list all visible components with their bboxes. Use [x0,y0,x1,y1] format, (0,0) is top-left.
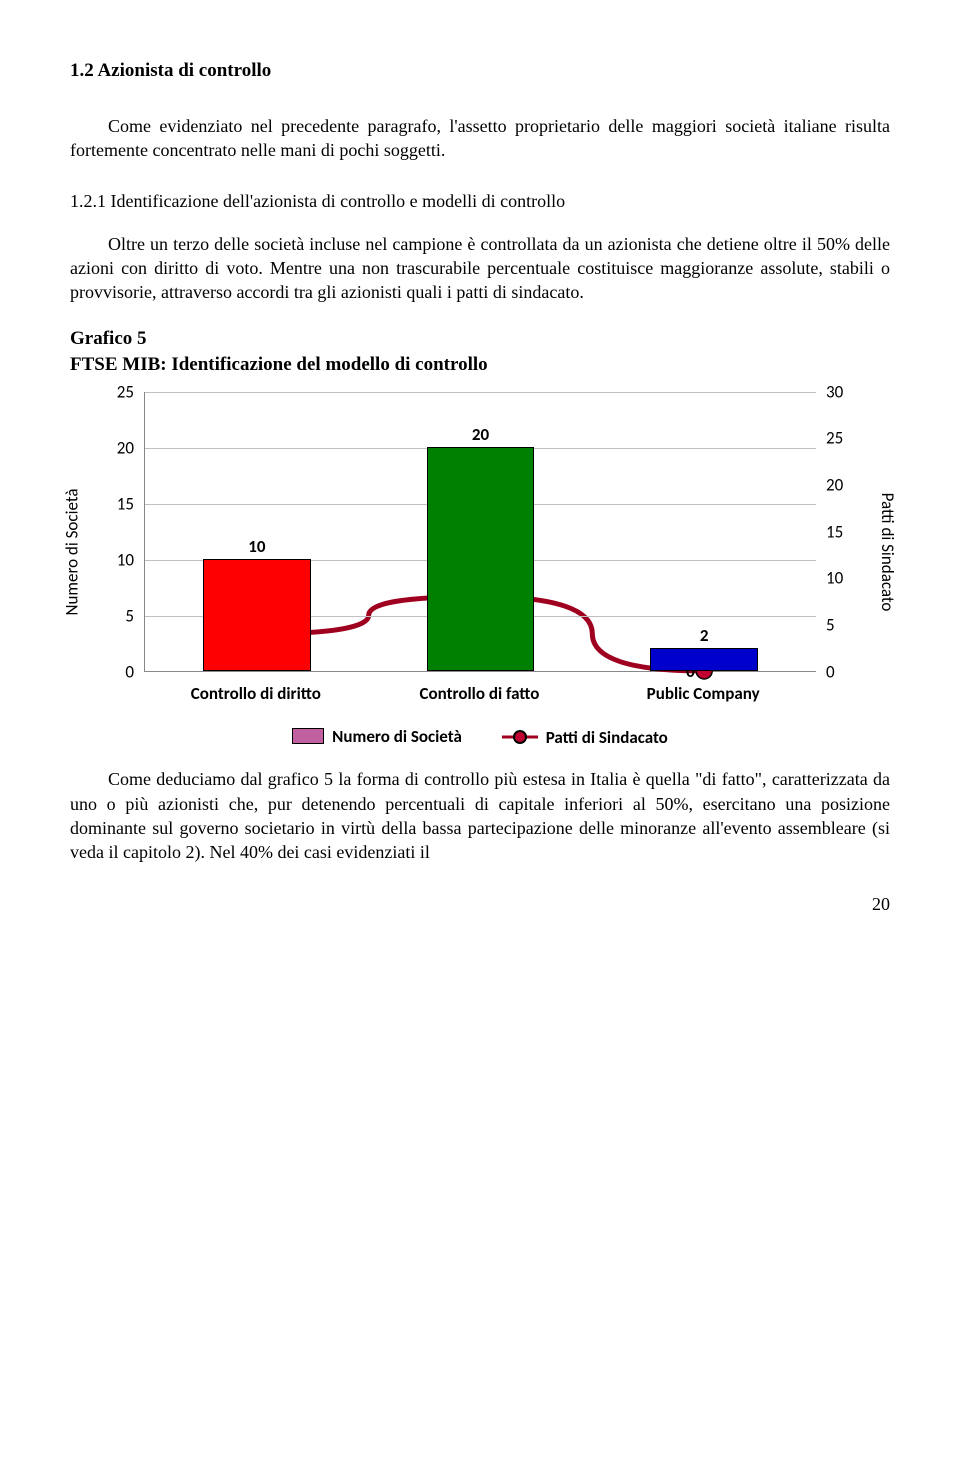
bar-value-label: 10 [204,536,309,557]
y-axis-right-ticks: 051015202530 [820,392,860,672]
chart-legend: Numero di Società Patti di Sindacato [100,726,860,750]
paragraph-2: Oltre un terzo delle società incluse nel… [70,232,890,305]
y-tick-left: 25 [100,381,140,402]
y-axis-left-title: Numero di Società [62,488,83,615]
chart-bar: 2 [650,648,757,670]
legend-item-bar: Numero di Società [292,726,462,747]
y-tick-left: 5 [100,605,140,626]
y-tick-left: 20 [100,437,140,458]
page-number: 20 [70,894,890,915]
chart-inner: Numero di Società Patti di Sindacato 051… [100,392,860,712]
chart-bar: 10 [203,559,310,671]
legend-line-label: Patti di Sindacato [546,727,668,748]
x-category-label: Controllo di fatto [368,683,592,704]
y-axis-left-ticks: 0510152025 [100,392,140,672]
gridline [145,392,816,393]
chart-title: Grafico 5 FTSE MIB: Identificazione del … [70,326,890,377]
chart-container: Numero di Società Patti di Sindacato 0 5 1… [100,392,860,750]
bar-value-label: 2 [651,625,756,646]
bar-value-label: 20 [428,424,533,445]
subsection-heading: 1.2.1 Identificazione dell'azionista di … [70,191,890,212]
y-tick-right: 10 [820,568,860,589]
x-category-label: Controllo di diritto [144,683,368,704]
y-tick-right: 5 [820,615,860,636]
y-tick-left: 10 [100,549,140,570]
y-tick-right: 20 [820,475,860,496]
y-tick-left: 0 [100,661,140,682]
chart-bar: 20 [427,447,534,671]
chart-heading-1: Grafico 5 [70,328,147,349]
legend-item-line: Patti di Sindacato [502,727,668,748]
chart-plot-area: 480 10202 [144,392,816,672]
paragraph-1: Come evidenziato nel precedente paragraf… [70,114,890,163]
y-tick-right: 30 [820,381,860,402]
legend-line-swatch [502,730,538,744]
legend-bar-label: Numero di Società [332,726,462,747]
x-category-label: Public Company [591,683,815,704]
y-tick-left: 15 [100,493,140,514]
section-title: 1.2 Azionista di controllo [70,60,890,82]
y-axis-right-title: Patti di Sindacato [878,492,899,611]
y-tick-right: 0 [820,661,860,682]
legend-bar-swatch [292,728,324,744]
y-tick-right: 25 [820,428,860,449]
y-tick-right: 15 [820,521,860,542]
paragraph-3: Come deduciamo dal grafico 5 la forma di… [70,767,890,864]
chart-heading-2: FTSE MIB: Identificazione del modello di… [70,354,488,375]
